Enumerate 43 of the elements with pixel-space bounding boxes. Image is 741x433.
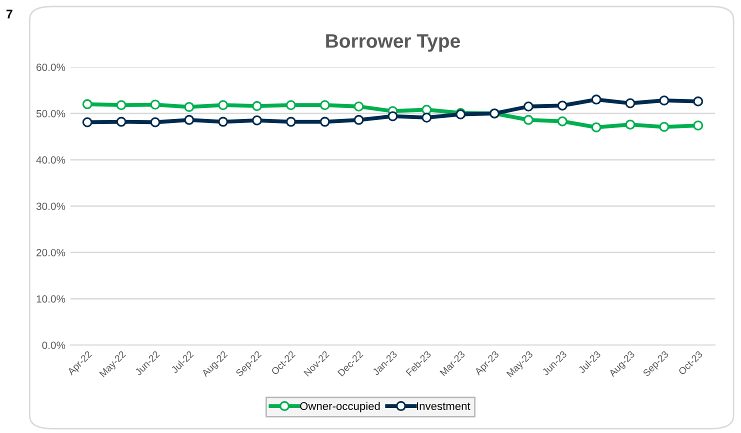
y-tick-label: 10.0% [36,295,66,303]
y-tick-label: 40.0% [36,156,66,164]
point [523,101,534,112]
point [625,120,636,130]
point [388,111,398,122]
point [354,101,364,112]
point [82,99,92,110]
point [218,100,228,110]
point [659,95,670,106]
point [557,100,568,111]
point [184,102,194,112]
point [82,117,92,128]
point [150,117,160,128]
point [320,100,330,110]
point [116,100,126,110]
point [116,116,126,127]
point [591,94,602,105]
point [659,122,670,132]
point [286,100,296,110]
point [286,116,296,127]
point [693,120,704,130]
y-tick-label: 30.0% [36,202,66,210]
point [150,100,160,110]
legend-label: Owner-occupied [300,402,380,412]
y-tick-label: 0.0% [42,342,66,349]
point [693,96,704,106]
point [591,122,602,132]
point [523,114,534,125]
point [184,114,194,125]
point [354,114,364,125]
chart-title: Borrower Type [326,34,460,52]
point [557,116,568,126]
point [218,116,228,127]
legend-label: Investment [417,402,470,410]
point [422,112,432,123]
point [320,116,330,127]
point [252,101,262,112]
y-tick-label: 50.0% [36,110,66,118]
text: 7 [6,10,12,18]
point [252,115,262,126]
y-tick-label: 60.0% [36,64,66,71]
point [625,98,636,108]
y-tick-label: 20.0% [36,248,66,256]
